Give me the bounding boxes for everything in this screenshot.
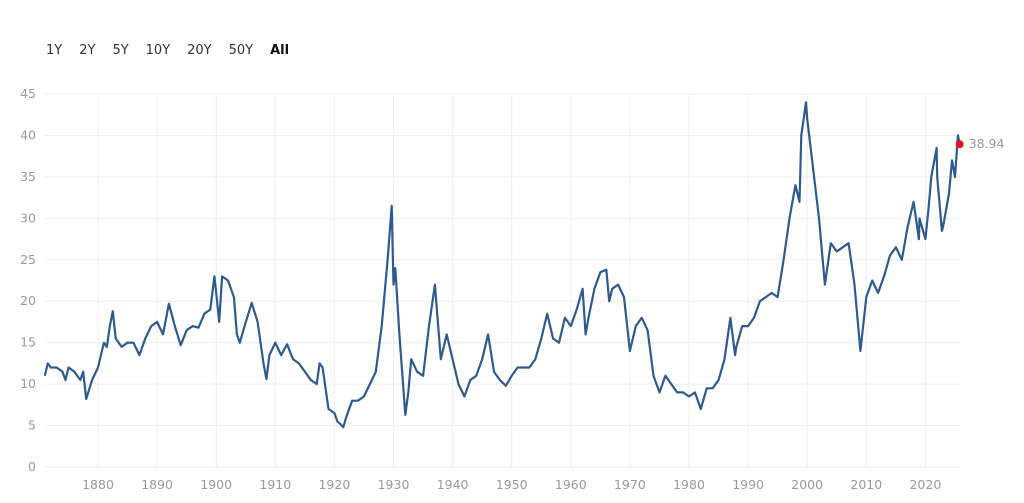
x-tick-label: 1990 — [732, 477, 764, 492]
y-tick-label: 15 — [20, 335, 36, 350]
y-tick-label: 20 — [20, 293, 36, 308]
y-tick-label: 10 — [20, 376, 36, 391]
range-button-all[interactable]: All — [270, 43, 290, 58]
y-tick-label: 35 — [20, 169, 36, 184]
x-tick-label: 1950 — [496, 477, 528, 492]
range-button-10y[interactable]: 10Y — [145, 43, 171, 58]
last-value-label: 38.94 — [969, 136, 1005, 151]
y-tick-label: 0 — [28, 459, 36, 474]
range-button-5y[interactable]: 5Y — [112, 43, 129, 58]
x-tick-label: 2020 — [909, 477, 941, 492]
x-tick-label: 1900 — [200, 477, 232, 492]
x-tick-label: 1920 — [318, 477, 350, 492]
x-tick-label: 1970 — [614, 477, 646, 492]
range-button-20y[interactable]: 20Y — [187, 43, 212, 58]
y-tick-label: 45 — [20, 86, 36, 101]
y-tick-label: 30 — [20, 210, 36, 225]
x-tick-label: 1980 — [673, 477, 705, 492]
range-button-1y[interactable]: 1Y — [46, 43, 63, 58]
x-tick-label: 1910 — [259, 477, 291, 492]
y-tick-label: 5 — [28, 418, 36, 433]
x-tick-label: 1960 — [555, 477, 587, 492]
range-button-2y[interactable]: 2Y — [79, 43, 96, 58]
y-tick-label: 25 — [20, 252, 36, 267]
x-tick-label: 1940 — [437, 477, 469, 492]
y-tick-label: 40 — [20, 127, 36, 142]
x-tick-label: 2010 — [850, 477, 882, 492]
x-tick-label: 1880 — [82, 477, 114, 492]
range-button-50y[interactable]: 50Y — [228, 43, 254, 58]
last-value-marker — [955, 140, 964, 149]
range-selector: 1Y 2Y 5Y 10Y 20Y 50Y All — [46, 43, 306, 58]
x-tick-label: 1930 — [378, 477, 410, 492]
x-tick-label: 2000 — [791, 477, 823, 492]
x-tick-label: 1890 — [141, 477, 173, 492]
series-line-shiller-pe — [43, 101, 961, 429]
